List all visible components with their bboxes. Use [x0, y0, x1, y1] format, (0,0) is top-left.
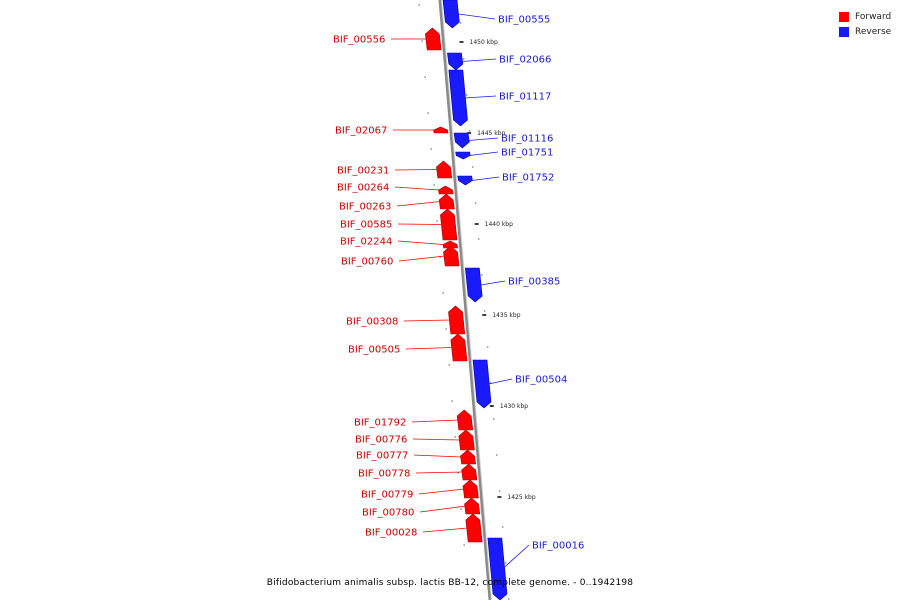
- gene-labels: BIF_00555 BIF_00556 BIF_02066 BIF_01117 BIF_…: [333, 13, 584, 570]
- leader-line-bif_01752: [471, 176, 500, 181]
- gene-arrow-bif_01117[interactable]: [448, 69, 468, 127]
- gene-label-bif_01117: BIF_01117: [499, 92, 551, 103]
- genome-backbone: [438, 0, 492, 600]
- gene-arrow-bif_00556[interactable]: [425, 27, 442, 51]
- reverse-swatch: [839, 26, 849, 37]
- gene-label-bif_00776: BIF_00776: [355, 435, 407, 446]
- backbone-line: [438, 0, 492, 600]
- tick-label: 1445 kbp: [477, 130, 505, 137]
- gene-label-bif_00780: BIF_00780: [362, 508, 414, 519]
- backbone-highlight: [441, 0, 492, 600]
- gene-label-bif_01752: BIF_01752: [502, 173, 554, 184]
- gene-label-bif_02067: BIF_02067: [335, 126, 387, 137]
- gene-arrow-bif_01751[interactable]: [455, 151, 471, 160]
- gene-features: [425, 0, 508, 600]
- leader-line-bif_00264: [394, 186, 439, 191]
- genome-caption: Bifidobacterium animalis subsp. lactis B…: [266, 578, 634, 588]
- gene-label-bif_00555: BIF_00555: [498, 15, 550, 26]
- gene-label-bif_01751: BIF_01751: [501, 148, 553, 159]
- leader-line-bif_00263: [396, 201, 441, 207]
- leader-line-bif_00028: [422, 527, 468, 533]
- gene-label-bif_00385: BIF_00385: [508, 277, 560, 288]
- gene-arrow-bif_00028[interactable]: [465, 513, 483, 543]
- leader-line-bif_01117: [464, 95, 497, 99]
- gene-arrow-bif_00760[interactable]: [443, 245, 460, 267]
- leader-line-bif_00016: [502, 544, 530, 570]
- gene-arrow-bif_01792[interactable]: [456, 409, 474, 431]
- gene-arrow-bif_00385[interactable]: [465, 267, 483, 303]
- gene-arrow-bif_00778[interactable]: [461, 463, 478, 481]
- leader-line-bif_01751: [469, 151, 499, 156]
- gene-label-bif_00585: BIF_00585: [340, 220, 392, 231]
- tick-label: 1440 kbp: [485, 221, 513, 228]
- legend-forward-label: Forward: [855, 11, 892, 22]
- leader-line-bif_00776: [412, 438, 460, 441]
- leader-line-bif_02244: [397, 240, 444, 245]
- gene-arrow-bif_00308[interactable]: [448, 305, 466, 335]
- gene-arrow-bif_00264[interactable]: [438, 185, 454, 195]
- leader-line-bif_00780: [419, 505, 466, 513]
- tick-label: 1450 kbp: [470, 39, 498, 46]
- gene-arrow-bif_00776[interactable]: [458, 429, 475, 451]
- forward-swatch: [839, 11, 849, 22]
- gene-label-bif_02244: BIF_02244: [340, 237, 392, 248]
- gene-label-bif_00777: BIF_00777: [356, 451, 408, 462]
- leader-line-bif_00308: [403, 319, 450, 322]
- tick-label: 1425 kbp: [507, 494, 535, 501]
- gene-label-bif_00760: BIF_00760: [341, 257, 393, 268]
- gene-arrow-bif_00780[interactable]: [464, 497, 481, 515]
- tick-label: 1430 kbp: [500, 403, 528, 410]
- strand-legend: Forward Reverse: [839, 9, 891, 39]
- gene-label-bif_00504: BIF_00504: [515, 375, 567, 386]
- gene-arrow-bif_01752[interactable]: [457, 175, 473, 186]
- gene-arrow-bif_00016[interactable]: [487, 537, 508, 600]
- leader-line-bif_00585: [397, 223, 442, 225]
- gene-label-bif_01792: BIF_01792: [354, 418, 406, 429]
- leader-line-bif_00760: [398, 255, 445, 262]
- tick-label: 1435 kbp: [492, 312, 520, 319]
- gene-arrow-bif_00504[interactable]: [472, 359, 492, 409]
- gene-arrow-bif_02067[interactable]: [433, 126, 449, 134]
- gene-label-bif_01116: BIF_01116: [501, 134, 553, 145]
- leader-line-bif_01792: [411, 419, 459, 423]
- gene-arrow-bif_00505[interactable]: [450, 333, 468, 362]
- leader-line-bif_00778: [415, 471, 463, 474]
- gene-label-bif_00505: BIF_00505: [348, 345, 400, 356]
- gene-label-bif_00556: BIF_00556: [333, 35, 385, 46]
- legend-reverse: Reverse: [839, 24, 891, 39]
- leader-line-bif_00504: [488, 378, 513, 385]
- gene-arrow-bif_00585[interactable]: [440, 208, 458, 241]
- tick-marks: 1450 kbp 1445 kbp 1440 kbp 1435 kbp 1430 kbp…: [418, 4, 536, 600]
- gene-label-bif_00264: BIF_00264: [337, 183, 389, 194]
- gene-label-bif_00779: BIF_00779: [361, 490, 413, 501]
- gene-arrow-bif_00555[interactable]: [442, 0, 460, 29]
- gene-label-bif_00016: BIF_00016: [532, 541, 584, 552]
- leader-line-bif_02066: [461, 58, 497, 62]
- legend-forward: Forward: [839, 9, 891, 24]
- gene-label-bif_00231: BIF_00231: [337, 166, 389, 177]
- gene-arrow-bif_01116[interactable]: [453, 132, 470, 149]
- leader-line-bif_01116: [468, 137, 499, 141]
- legend-reverse-label: Reverse: [855, 26, 892, 37]
- gene-arrow-bif_00231[interactable]: [436, 160, 453, 179]
- gene-label-bif_00263: BIF_00263: [339, 202, 391, 213]
- gene-arrow-bif_00779[interactable]: [462, 479, 479, 499]
- leader-line-bif_00231: [394, 169, 438, 171]
- leader-line-bif_00505: [405, 347, 453, 350]
- leader-line-bif_00779: [418, 488, 465, 495]
- gene-label-bif_00028: BIF_00028: [365, 528, 417, 539]
- gene-label-bif_00308: BIF_00308: [346, 317, 398, 328]
- leader-line-bif_00385: [480, 280, 506, 286]
- gene-label-bif_00778: BIF_00778: [358, 469, 410, 480]
- gene-arrow-bif_00263[interactable]: [438, 193, 455, 210]
- gene-label-bif_02066: BIF_02066: [499, 55, 551, 66]
- gene-arrow-bif_00777[interactable]: [460, 449, 477, 465]
- leader-line-bif_00777: [413, 454, 461, 458]
- leader-line-bif_00555: [458, 13, 496, 20]
- gene-arrow-bif_02066[interactable]: [447, 52, 464, 71]
